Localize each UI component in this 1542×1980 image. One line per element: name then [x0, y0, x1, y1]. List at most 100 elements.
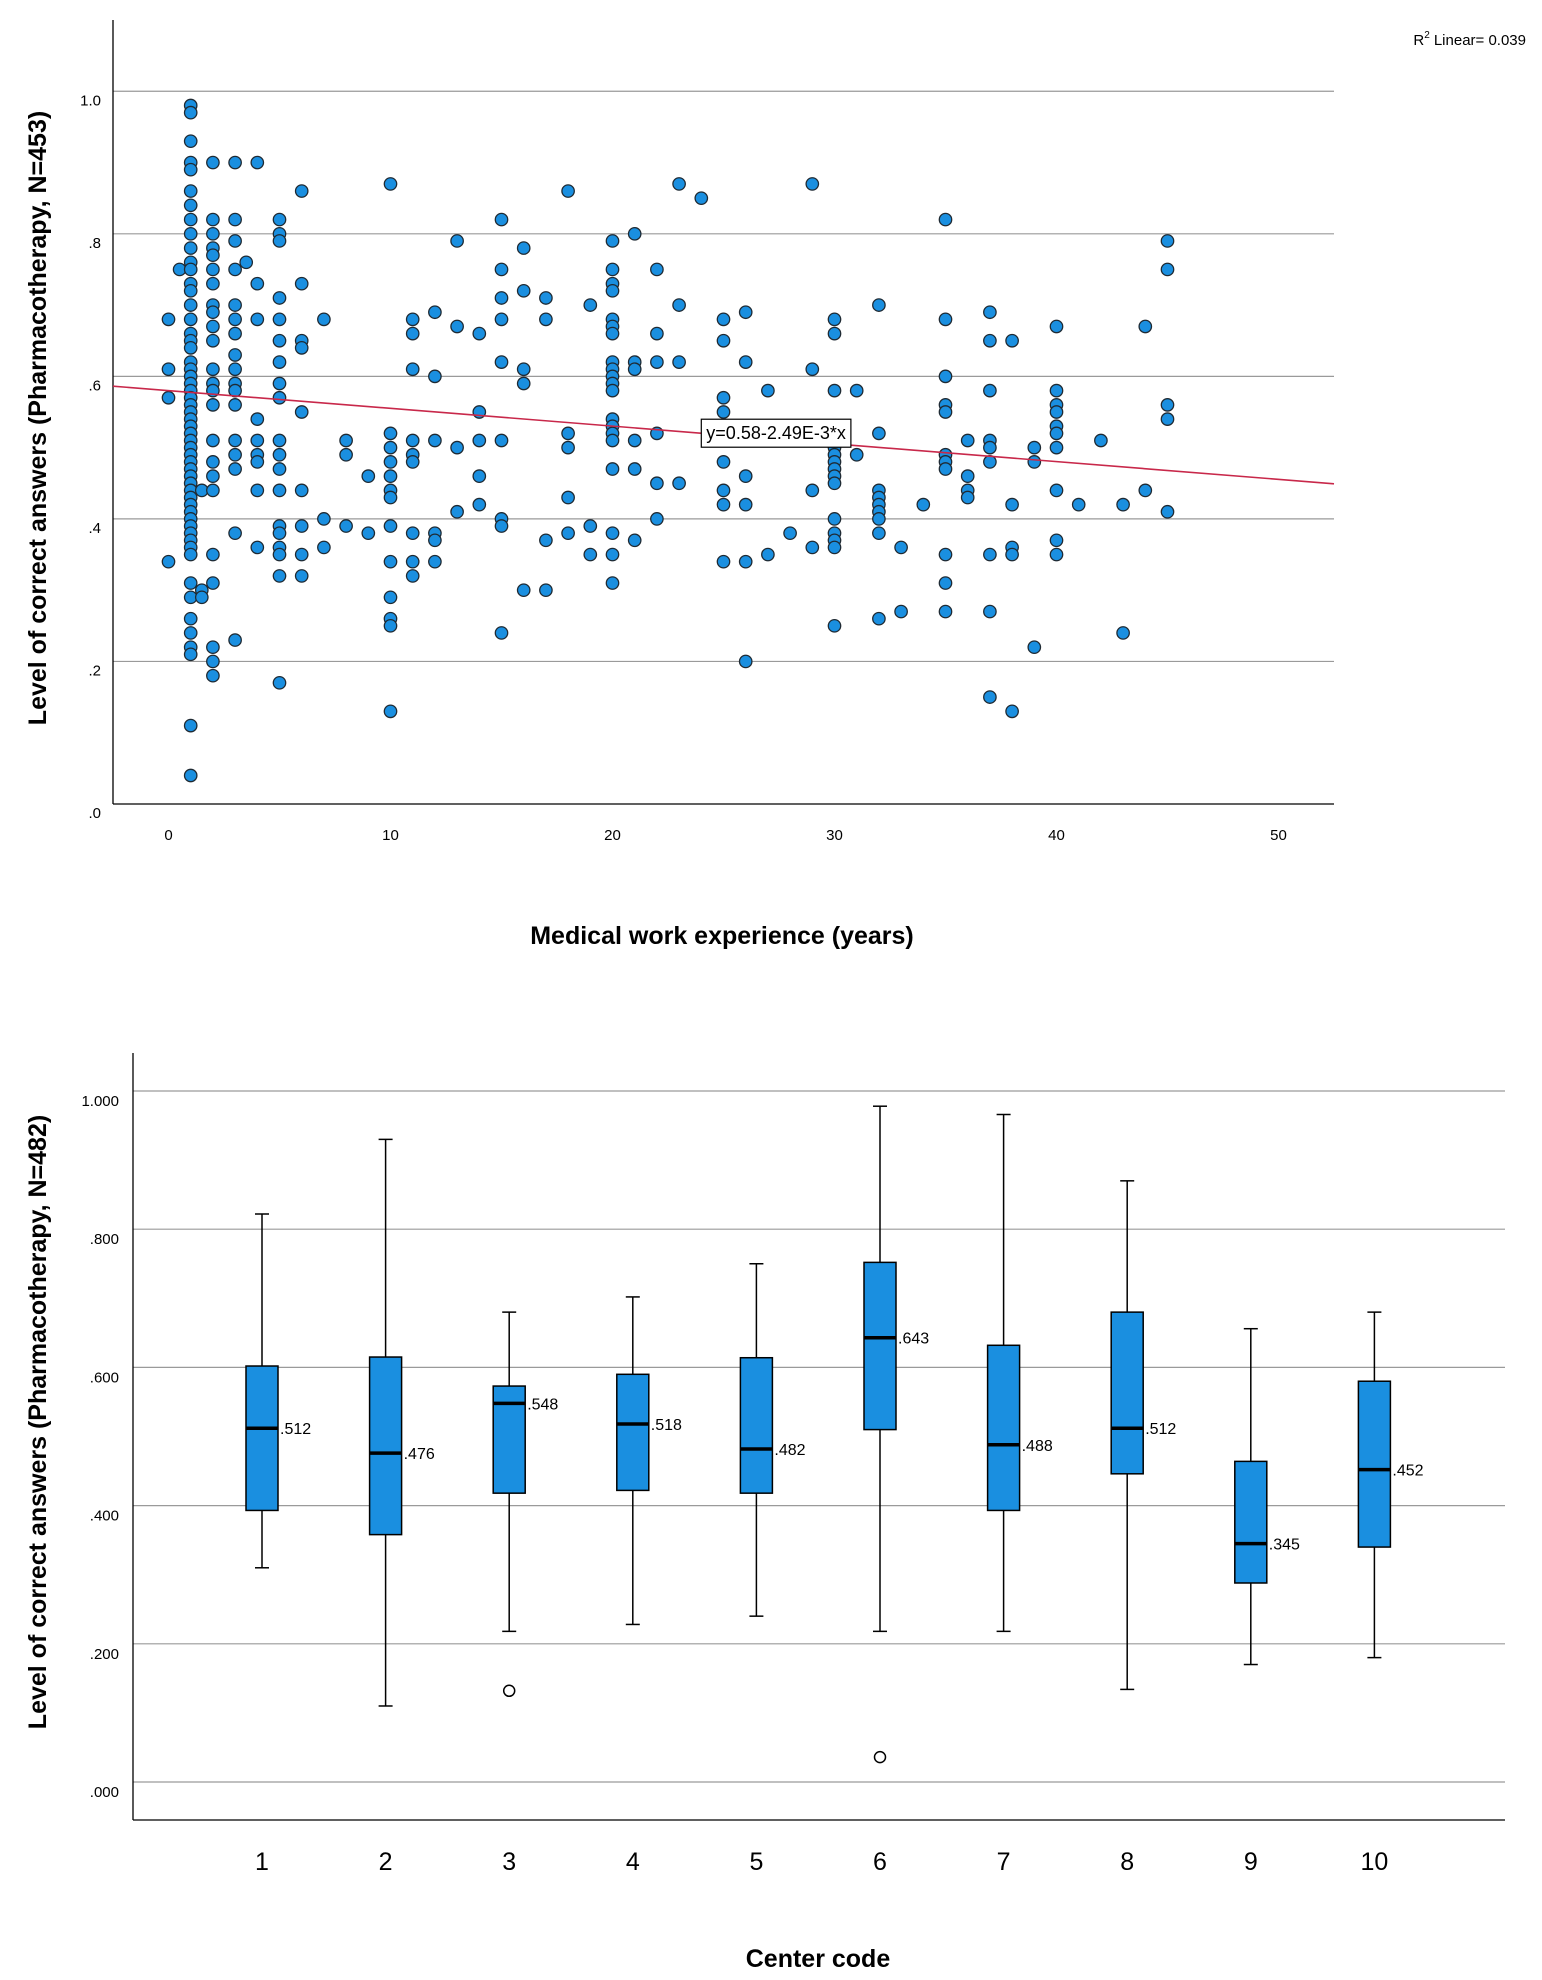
- scatter-point: [183, 298, 198, 312]
- boxplot-y-tick-label: .400: [90, 1508, 119, 1525]
- scatter-point: [206, 276, 220, 291]
- scatter-point: [272, 526, 287, 541]
- scatter-point: [206, 640, 220, 655]
- scatter-y-tick-label: .6: [88, 377, 101, 394]
- scatter-point: [494, 433, 509, 448]
- scatter-point: [294, 569, 309, 583]
- iqr-box: [368, 1356, 403, 1536]
- scatter-point: [405, 554, 420, 569]
- scatter-point: [317, 312, 331, 327]
- scatter-point: [716, 312, 731, 327]
- scatter-point: [272, 333, 287, 348]
- scatter-point: [250, 155, 265, 170]
- boxplot-x-tick-label: 8: [1120, 1848, 1134, 1876]
- iqr-box: [245, 1365, 279, 1512]
- boxplot-y-tick-label: .800: [90, 1231, 119, 1248]
- scatter-point: [1160, 234, 1175, 248]
- scatter-point: [738, 497, 753, 512]
- scatter-x-tick-labels: 0 10 20 30 40 50: [164, 827, 1287, 844]
- scatter-point: [183, 718, 198, 733]
- scatter-point: [228, 526, 242, 541]
- scatter-point: [1005, 704, 1019, 719]
- scatter-point: [294, 276, 309, 291]
- scatter-point: [539, 312, 553, 327]
- scatter-point: [206, 547, 220, 562]
- scatter-point: [539, 291, 553, 305]
- scatter-point: [206, 305, 220, 320]
- scatter-point: [183, 647, 198, 662]
- scatter-point: [272, 376, 287, 391]
- scatter-point: [494, 519, 509, 533]
- scatter-point: [672, 476, 686, 491]
- scatter-point: [1049, 426, 1064, 441]
- scatter-point: [916, 497, 931, 512]
- scatter-y-tick-label: .4: [88, 520, 101, 537]
- scatter-point: [494, 626, 509, 640]
- median-label: .476: [404, 1446, 435, 1463]
- scatter-point: [472, 469, 487, 483]
- boxplot-y-tick-labels: .000 .200 .400 .600 .800 1.000: [81, 1093, 119, 1801]
- boxplot-y-tick-label: 1.000: [81, 1093, 119, 1110]
- scatter-point: [872, 426, 886, 441]
- scatter-point: [849, 383, 864, 398]
- scatter-point: [183, 312, 198, 327]
- scatter-x-tick-label: 50: [1270, 827, 1287, 844]
- median-label: .512: [280, 1421, 311, 1438]
- scatter-point: [605, 526, 620, 541]
- scatter-point: [827, 326, 842, 341]
- scatter-point: [1138, 483, 1153, 498]
- scatter-point: [183, 341, 198, 355]
- scatter-point: [183, 212, 198, 227]
- scatter-point: [872, 512, 886, 526]
- scatter-point: [983, 547, 997, 562]
- scatter-point: [206, 668, 220, 683]
- scatter-point: [183, 134, 198, 149]
- scatter-point: [494, 312, 509, 327]
- r2-prefix: R: [1413, 32, 1424, 49]
- scatter-point: [361, 526, 376, 541]
- boxplot-y-tick-label: .200: [90, 1646, 119, 1663]
- outlier-point: [502, 1684, 516, 1698]
- boxplot-x-tick-label: 5: [749, 1848, 763, 1876]
- scatter-point: [938, 369, 953, 384]
- boxplot-chart: .000 .200 .400 .600 .800 1.000 1 2 3 4 5 6 7 8 9 10 .5…: [24, 1053, 1505, 1973]
- median-label: .345: [1269, 1537, 1300, 1554]
- scatter-point: [1049, 383, 1064, 398]
- scatter-point: [960, 433, 975, 448]
- scatter-point: [872, 298, 886, 312]
- scatter-point: [383, 455, 398, 469]
- scatter-x-tick-label: 30: [826, 827, 843, 844]
- scatter-point: [983, 440, 997, 455]
- scatter-point: [983, 455, 997, 469]
- scatter-point: [494, 212, 509, 227]
- boxplot-box-group: .476: [368, 1138, 435, 1707]
- scatter-point: [206, 155, 220, 170]
- scatter-point: [250, 312, 265, 327]
- scatter-point: [161, 312, 176, 327]
- iqr-box: [863, 1261, 897, 1431]
- scatter-point: [960, 469, 975, 483]
- scatter-point: [272, 547, 287, 562]
- scatter-point: [1049, 533, 1064, 548]
- boxplot-y-tick-label: .000: [90, 1784, 119, 1801]
- scatter-point: [361, 469, 376, 483]
- scatter-point: [938, 604, 953, 619]
- scatter-y-tick-label: .8: [88, 235, 101, 252]
- scatter-point: [206, 398, 220, 412]
- boxplot-box-group: .345: [1234, 1327, 1300, 1666]
- boxplot-box-group: .548: [492, 1311, 558, 1698]
- scatter-point: [716, 483, 731, 498]
- scatter-point: [827, 383, 842, 398]
- scatter-x-axis-title: Medical work experience (years): [530, 922, 914, 950]
- scatter-point: [228, 383, 242, 398]
- scatter-point: [983, 690, 997, 704]
- scatter-point: [272, 390, 287, 405]
- scatter-point: [539, 583, 553, 598]
- scatter-point: [405, 526, 420, 541]
- scatter-point: [1160, 398, 1175, 412]
- boxplot-x-tick-label: 7: [997, 1848, 1011, 1876]
- scatter-point: [472, 433, 487, 448]
- scatter-point: [183, 241, 198, 255]
- scatter-point: [383, 590, 398, 605]
- scatter-point: [183, 162, 198, 177]
